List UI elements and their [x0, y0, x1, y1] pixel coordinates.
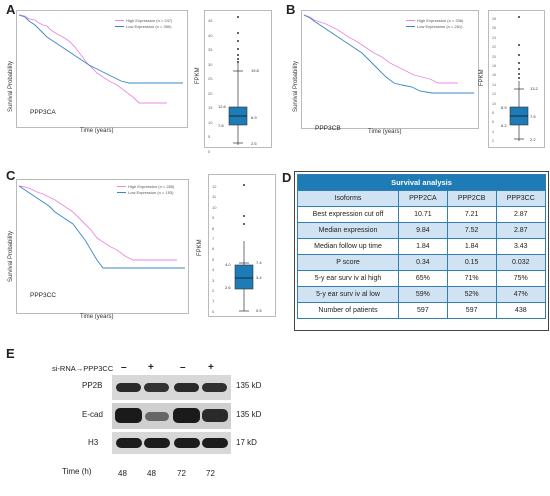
size-label-h3: 17 kD: [236, 438, 257, 447]
time-2: 48: [147, 469, 156, 478]
ylabel-a: Survival Probability: [8, 60, 14, 112]
boxplot-b: 28 26 24 22 20 18 16 14 12 10 8 6 4 2 13.2 8.9 7.5 6.…: [488, 10, 545, 148]
legend-low-c: Low Expression (n = 153): [128, 190, 174, 195]
time-1: 48: [118, 469, 127, 478]
ticks-a: 45 40 35 30 25 20 15 10 5 0: [208, 18, 213, 154]
panel-letter-d: D: [282, 170, 292, 185]
km-curves-a: [18, 14, 183, 104]
treatment-4: +: [208, 362, 214, 373]
stat-c-1: 4.0: [225, 262, 231, 267]
stat-c-2: 3.4: [256, 275, 262, 280]
fpkm-a: FPKM: [195, 67, 201, 84]
xlabel-a: Time (years): [80, 128, 114, 134]
stat-b-1: 8.9: [501, 105, 507, 110]
protein-label-h3: H3: [88, 438, 99, 447]
stat-b-4: 2.2: [530, 137, 536, 142]
stat-a-3: 6.9: [251, 115, 257, 120]
survival-table-frame: [294, 171, 549, 331]
ylabel-b: Survival Probability: [293, 60, 299, 112]
table-row: Number of patients 597 597 438: [297, 302, 547, 319]
stat-a-1: 12.6: [218, 104, 226, 109]
stat-a-0: 19.8: [251, 68, 259, 73]
stat-a-2: 7.8: [218, 123, 224, 128]
survival-table: Survival analysis Isoforms PPP2CA PPP2CB PP…: [297, 174, 547, 319]
gene-label-a: PPP3CA: [30, 109, 56, 116]
legend-high-a: High Expression (n = 247): [126, 18, 173, 23]
fpkm-b: FPKM: [479, 69, 485, 86]
km-legend-a: High Expression (n = 247) Low Expression…: [115, 18, 172, 30]
stat-a-4: 2.5: [251, 141, 257, 146]
blot-pp2b: [112, 375, 231, 400]
treatment-3: –: [180, 362, 186, 373]
legend-high-c: High Expression (n = 285): [128, 184, 175, 189]
time-4: 72: [206, 469, 215, 478]
stat-c-3: 2.6: [225, 285, 231, 290]
panel-letter-e: E: [6, 346, 15, 361]
ticks-b: 28 26 24 22 20 18 16 14 12 10 8 6 4 2: [492, 17, 496, 144]
km-legend-b: High Expression (n = 336) Low Expression…: [406, 18, 463, 30]
table-row: 5-y ear surv iv al low 59% 52% 47%: [297, 286, 547, 303]
protein-label-pp2b: PP2B: [82, 381, 103, 390]
stat-c-4: 0.5: [256, 308, 262, 313]
treatment-1: –: [121, 362, 127, 373]
fpkm-c: FPKM: [197, 239, 203, 256]
km-legend-c: High Expression (n = 285) Low Expression…: [117, 184, 174, 196]
km-plot-a: High Expression (n = 247) Low Expression…: [16, 10, 188, 128]
blot-h3: [112, 432, 231, 454]
stat-b-3: 6.2: [501, 123, 507, 128]
km-curves-c: [18, 185, 185, 269]
ylabel-c: Survival Probability: [8, 230, 14, 282]
gene-label-c: PPP3CC: [30, 292, 57, 299]
stat-b-2: 7.5: [530, 114, 536, 119]
legend-low-a: Low Expression (n = 350): [126, 24, 172, 29]
blot-ecad: [112, 403, 231, 429]
time-label: Time (h): [62, 467, 92, 476]
table-row: Median follow up time 1.84 1.84 3.43: [297, 238, 547, 255]
stat-c-0: 7.4: [256, 260, 262, 265]
table-header-row: Isoforms PPP2CA PPP2CB PPP3CC: [297, 190, 547, 207]
xlabel-c: Time (years): [80, 314, 114, 320]
stat-b-0: 13.2: [530, 86, 538, 91]
table-row: P score 0.34 0.15 0.032: [297, 254, 547, 271]
table-row: Best expression cut off 10.71 7.21 2.87: [297, 206, 547, 223]
treatment-2: +: [148, 362, 154, 373]
protein-label-ecad: E-cad: [82, 410, 103, 419]
panel-letter-a: A: [6, 2, 16, 17]
km-curves-b: [303, 14, 474, 94]
legend-low-b: Low Expression (n = 261): [417, 24, 463, 29]
boxplot-a: 45 40 35 30 25 20 15 10 5 0 19.8 12.6 7.8 6.9 2.5: [204, 10, 272, 154]
table-title: Survival analysis: [297, 174, 546, 191]
gene-label-b: PPP3CB: [315, 125, 341, 132]
panel-letter-b: B: [286, 2, 296, 17]
table-row: Median expression 9.84 7.52 2.87: [297, 222, 547, 239]
size-label-ecad: 135 kD: [236, 410, 262, 419]
km-plot-b: High Expression (n = 336) Low Expression…: [301, 10, 479, 132]
sirna-label: si-RNA→PPP3CC: [52, 364, 114, 373]
xlabel-b: Time (years): [368, 129, 402, 135]
boxplot-c: 12 11 10 9 8 7 6 5 4 3 2 1 0 7.4 4.0 3.4 2.6 0.5: [208, 174, 276, 317]
panel-letter-c: C: [6, 168, 16, 183]
km-plot-c: High Expression (n = 285) Low Expression…: [16, 179, 189, 314]
legend-high-b: High Expression (n = 336): [417, 18, 464, 23]
time-3: 72: [177, 469, 186, 478]
size-label-pp2b: 135 kD: [236, 381, 262, 390]
ticks-c: 12 11 10 9 8 7 6 5 4 3 2 1 0: [212, 184, 217, 314]
table-row: 5-y ear surv iv al high 65% 71% 75%: [297, 270, 547, 287]
